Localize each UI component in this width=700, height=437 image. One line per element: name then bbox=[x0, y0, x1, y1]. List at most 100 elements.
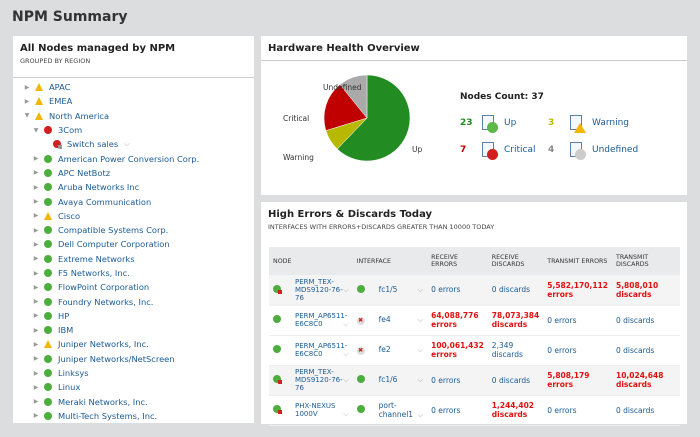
chevron-down-icon[interactable]: ⌵ bbox=[417, 315, 424, 324]
chevron-down-icon[interactable]: ⌵ bbox=[343, 319, 349, 328]
tree-item[interactable]: ▼ 3Com bbox=[13, 123, 254, 137]
interface-link[interactable]: fc1/6 bbox=[378, 375, 398, 384]
cell-rx_err[interactable]: 0 errors bbox=[427, 275, 488, 306]
expand-right-icon[interactable]: ▶ bbox=[33, 369, 39, 377]
tree-item[interactable]: ▶ Cisco bbox=[13, 209, 254, 223]
pie-slice-up[interactable] bbox=[336, 74, 411, 162]
chevron-down-icon[interactable]: ⌵ bbox=[124, 139, 130, 148]
cell-rx_err[interactable]: 0 errors bbox=[427, 365, 488, 396]
tree-item[interactable]: ▶ APAC bbox=[13, 80, 254, 94]
expand-right-icon[interactable]: ▶ bbox=[33, 355, 39, 363]
tree-item[interactable]: ▶ Aruba Networks Inc bbox=[13, 180, 254, 194]
expand-right-icon[interactable]: ▶ bbox=[33, 155, 39, 163]
stat-label[interactable]: Undefined bbox=[592, 144, 639, 155]
stat-label[interactable]: Warning bbox=[592, 117, 630, 128]
chevron-down-icon[interactable]: ⌵ bbox=[343, 349, 349, 358]
cell-rx_disc[interactable]: 2,349 discards bbox=[487, 335, 544, 366]
interface-link[interactable]: fe4 bbox=[378, 315, 391, 324]
tree-item[interactable]: ▶ HP bbox=[13, 309, 254, 323]
expand-right-icon[interactable]: ▶ bbox=[33, 398, 39, 406]
tree-item[interactable]: ▶ Linux bbox=[13, 380, 254, 394]
tree-item[interactable]: ▶ Multi-Tech Systems, Inc. bbox=[13, 409, 254, 423]
tree-item[interactable]: ▶ Linksys bbox=[13, 366, 254, 380]
stat-up[interactable]: 23 Up bbox=[460, 115, 517, 133]
pie-slice-undefined[interactable] bbox=[339, 74, 368, 119]
expand-right-icon[interactable]: ▶ bbox=[33, 283, 39, 291]
chevron-down-icon[interactable]: ⌵ bbox=[417, 409, 424, 419]
expand-right-icon[interactable]: ▶ bbox=[33, 326, 39, 334]
expand-right-icon[interactable]: ▶ bbox=[33, 340, 39, 348]
expand-right-icon[interactable]: ▶ bbox=[33, 212, 39, 220]
chevron-down-icon[interactable]: ⌵ bbox=[343, 376, 349, 384]
chevron-down-icon[interactable]: ⌵ bbox=[343, 409, 349, 418]
cell-tx_err[interactable]: 5,582,170,112 errors bbox=[543, 275, 612, 306]
tree-item[interactable]: ▶ Foundry Networks, Inc. bbox=[13, 294, 254, 308]
tree-item[interactable]: ▶ Avaya Communication bbox=[13, 194, 254, 208]
chevron-down-icon[interactable]: ⌵ bbox=[417, 284, 424, 294]
cell-tx_disc[interactable]: 0 discards bbox=[611, 395, 680, 426]
cell-tx_disc[interactable]: 0 discards bbox=[611, 335, 680, 366]
tree-item[interactable]: ▶ American Power Conversion Corp. bbox=[13, 151, 254, 165]
expand-down-icon[interactable]: ▼ bbox=[24, 112, 30, 120]
interface-link[interactable]: fc1/5 bbox=[378, 284, 398, 294]
chevron-down-icon[interactable]: ⌵ bbox=[417, 345, 424, 354]
expand-right-icon[interactable]: ▶ bbox=[24, 97, 30, 105]
stat-critical[interactable]: 7 Critical bbox=[460, 142, 536, 160]
cell-rx_disc[interactable]: 0 discards bbox=[487, 275, 544, 306]
tree-item[interactable]: ▶ Compatible Systems Corp. bbox=[13, 223, 254, 237]
tree-item[interactable]: ▼ North America bbox=[13, 109, 254, 123]
expand-right-icon[interactable]: ▶ bbox=[33, 169, 39, 177]
cell-rx_err[interactable]: 0 errors bbox=[427, 395, 488, 426]
cell-tx_disc[interactable]: 0 discards bbox=[611, 305, 680, 336]
table-row[interactable]: PERM_AP6511-E6C8C0 ⌵ ✖ fe2 ⌵ 100,061,432 erro… bbox=[269, 335, 680, 366]
tree-item[interactable]: ▶ FlowPoint Corporation bbox=[13, 280, 254, 294]
expand-right-icon[interactable]: ▶ bbox=[33, 383, 39, 391]
table-row[interactable]: PERM_TEX-MDS9120-76-76 ⌵ fc1/5 ⌵ 0 errors 0 d… bbox=[269, 275, 680, 306]
expand-right-icon[interactable]: ▶ bbox=[33, 255, 39, 263]
cell-rx_err[interactable]: 100,061,432 errors bbox=[427, 335, 488, 366]
tree-item[interactable]: ▶ Juniper Networks, Inc. bbox=[13, 337, 254, 351]
table-row[interactable]: PERM_TEX-MDS9120-76-76 ⌵ fc1/6 ⌵ 0 errors 0 d… bbox=[269, 365, 680, 396]
stat-label[interactable]: Up bbox=[504, 117, 517, 128]
expand-right-icon[interactable]: ▶ bbox=[24, 83, 30, 91]
cell-tx_disc[interactable]: 5,808,010 discards bbox=[611, 275, 680, 306]
chevron-down-icon[interactable]: ⌵ bbox=[343, 285, 349, 294]
expand-right-icon[interactable]: ▶ bbox=[33, 312, 39, 320]
stat-warning[interactable]: 3 Warning bbox=[548, 115, 630, 133]
expand-right-icon[interactable]: ▶ bbox=[33, 198, 39, 206]
table-row[interactable]: PERM_AP6511-E6C8C0 ⌵ ✖ fe4 ⌵ 64,088,776 error… bbox=[269, 305, 680, 336]
expand-down-icon[interactable]: ▼ bbox=[33, 126, 39, 134]
tree-item[interactable]: ▶ Juniper Networks/NetScreen bbox=[13, 352, 254, 366]
tree-item[interactable]: ▶ Meraki Networks, Inc. bbox=[13, 395, 254, 409]
cell-rx_disc[interactable]: 1,244,402 discards bbox=[487, 395, 544, 426]
tree-item[interactable]: ▶ Dell Computer Corporation bbox=[13, 237, 254, 251]
chevron-down-icon[interactable]: ⌵ bbox=[417, 375, 424, 384]
stat-label[interactable]: Critical bbox=[504, 144, 536, 155]
node-link[interactable]: PERM_TEX-MDS9120-76-76 bbox=[295, 368, 343, 392]
node-link[interactable]: PERM_TEX-MDS9120-76-76 bbox=[295, 277, 343, 302]
expand-right-icon[interactable]: ▶ bbox=[33, 269, 39, 277]
node-link[interactable]: PERM_AP6511-E6C8C0 bbox=[295, 341, 348, 358]
interface-link[interactable]: fe2 bbox=[378, 345, 391, 354]
tree-item[interactable]: ▶ IBM bbox=[13, 323, 254, 337]
expand-right-icon[interactable]: ▶ bbox=[33, 298, 39, 306]
cell-rx_disc[interactable]: 78,073,384 discards bbox=[487, 305, 544, 336]
cell-tx_err[interactable]: 0 errors bbox=[543, 395, 612, 426]
node-link[interactable]: PERM_AP6511-E6C8C0 bbox=[295, 311, 348, 328]
cell-rx_disc[interactable]: 0 discards bbox=[487, 365, 544, 396]
cell-tx_err[interactable]: 0 errors bbox=[543, 335, 612, 366]
expand-right-icon[interactable]: ▶ bbox=[33, 240, 39, 248]
tree-item[interactable]: ▶ EMEA bbox=[13, 94, 254, 108]
cell-rx_err[interactable]: 64,088,776 errors bbox=[427, 305, 488, 336]
tree-item[interactable]: Switch sales ⌵ bbox=[13, 137, 254, 151]
cell-tx_err[interactable]: 0 errors bbox=[543, 305, 612, 336]
tree-item[interactable]: ▶ APC NetBotz bbox=[13, 166, 254, 180]
tree-item[interactable]: ▶ Extreme Networks bbox=[13, 252, 254, 266]
expand-right-icon[interactable]: ▶ bbox=[33, 226, 39, 234]
cell-tx_err[interactable]: 5,808,179 errors bbox=[543, 365, 612, 396]
tree-item[interactable]: ▶ F5 Networks, Inc. bbox=[13, 266, 254, 280]
expand-right-icon[interactable]: ▶ bbox=[33, 183, 39, 191]
table-row[interactable]: PHX-NEXUS 1000V ⌵ port-channel1 ⌵ 0 errors 1,… bbox=[269, 395, 680, 426]
interface-link[interactable]: port-channel1 bbox=[378, 400, 414, 419]
expand-right-icon[interactable]: ▶ bbox=[33, 412, 39, 420]
